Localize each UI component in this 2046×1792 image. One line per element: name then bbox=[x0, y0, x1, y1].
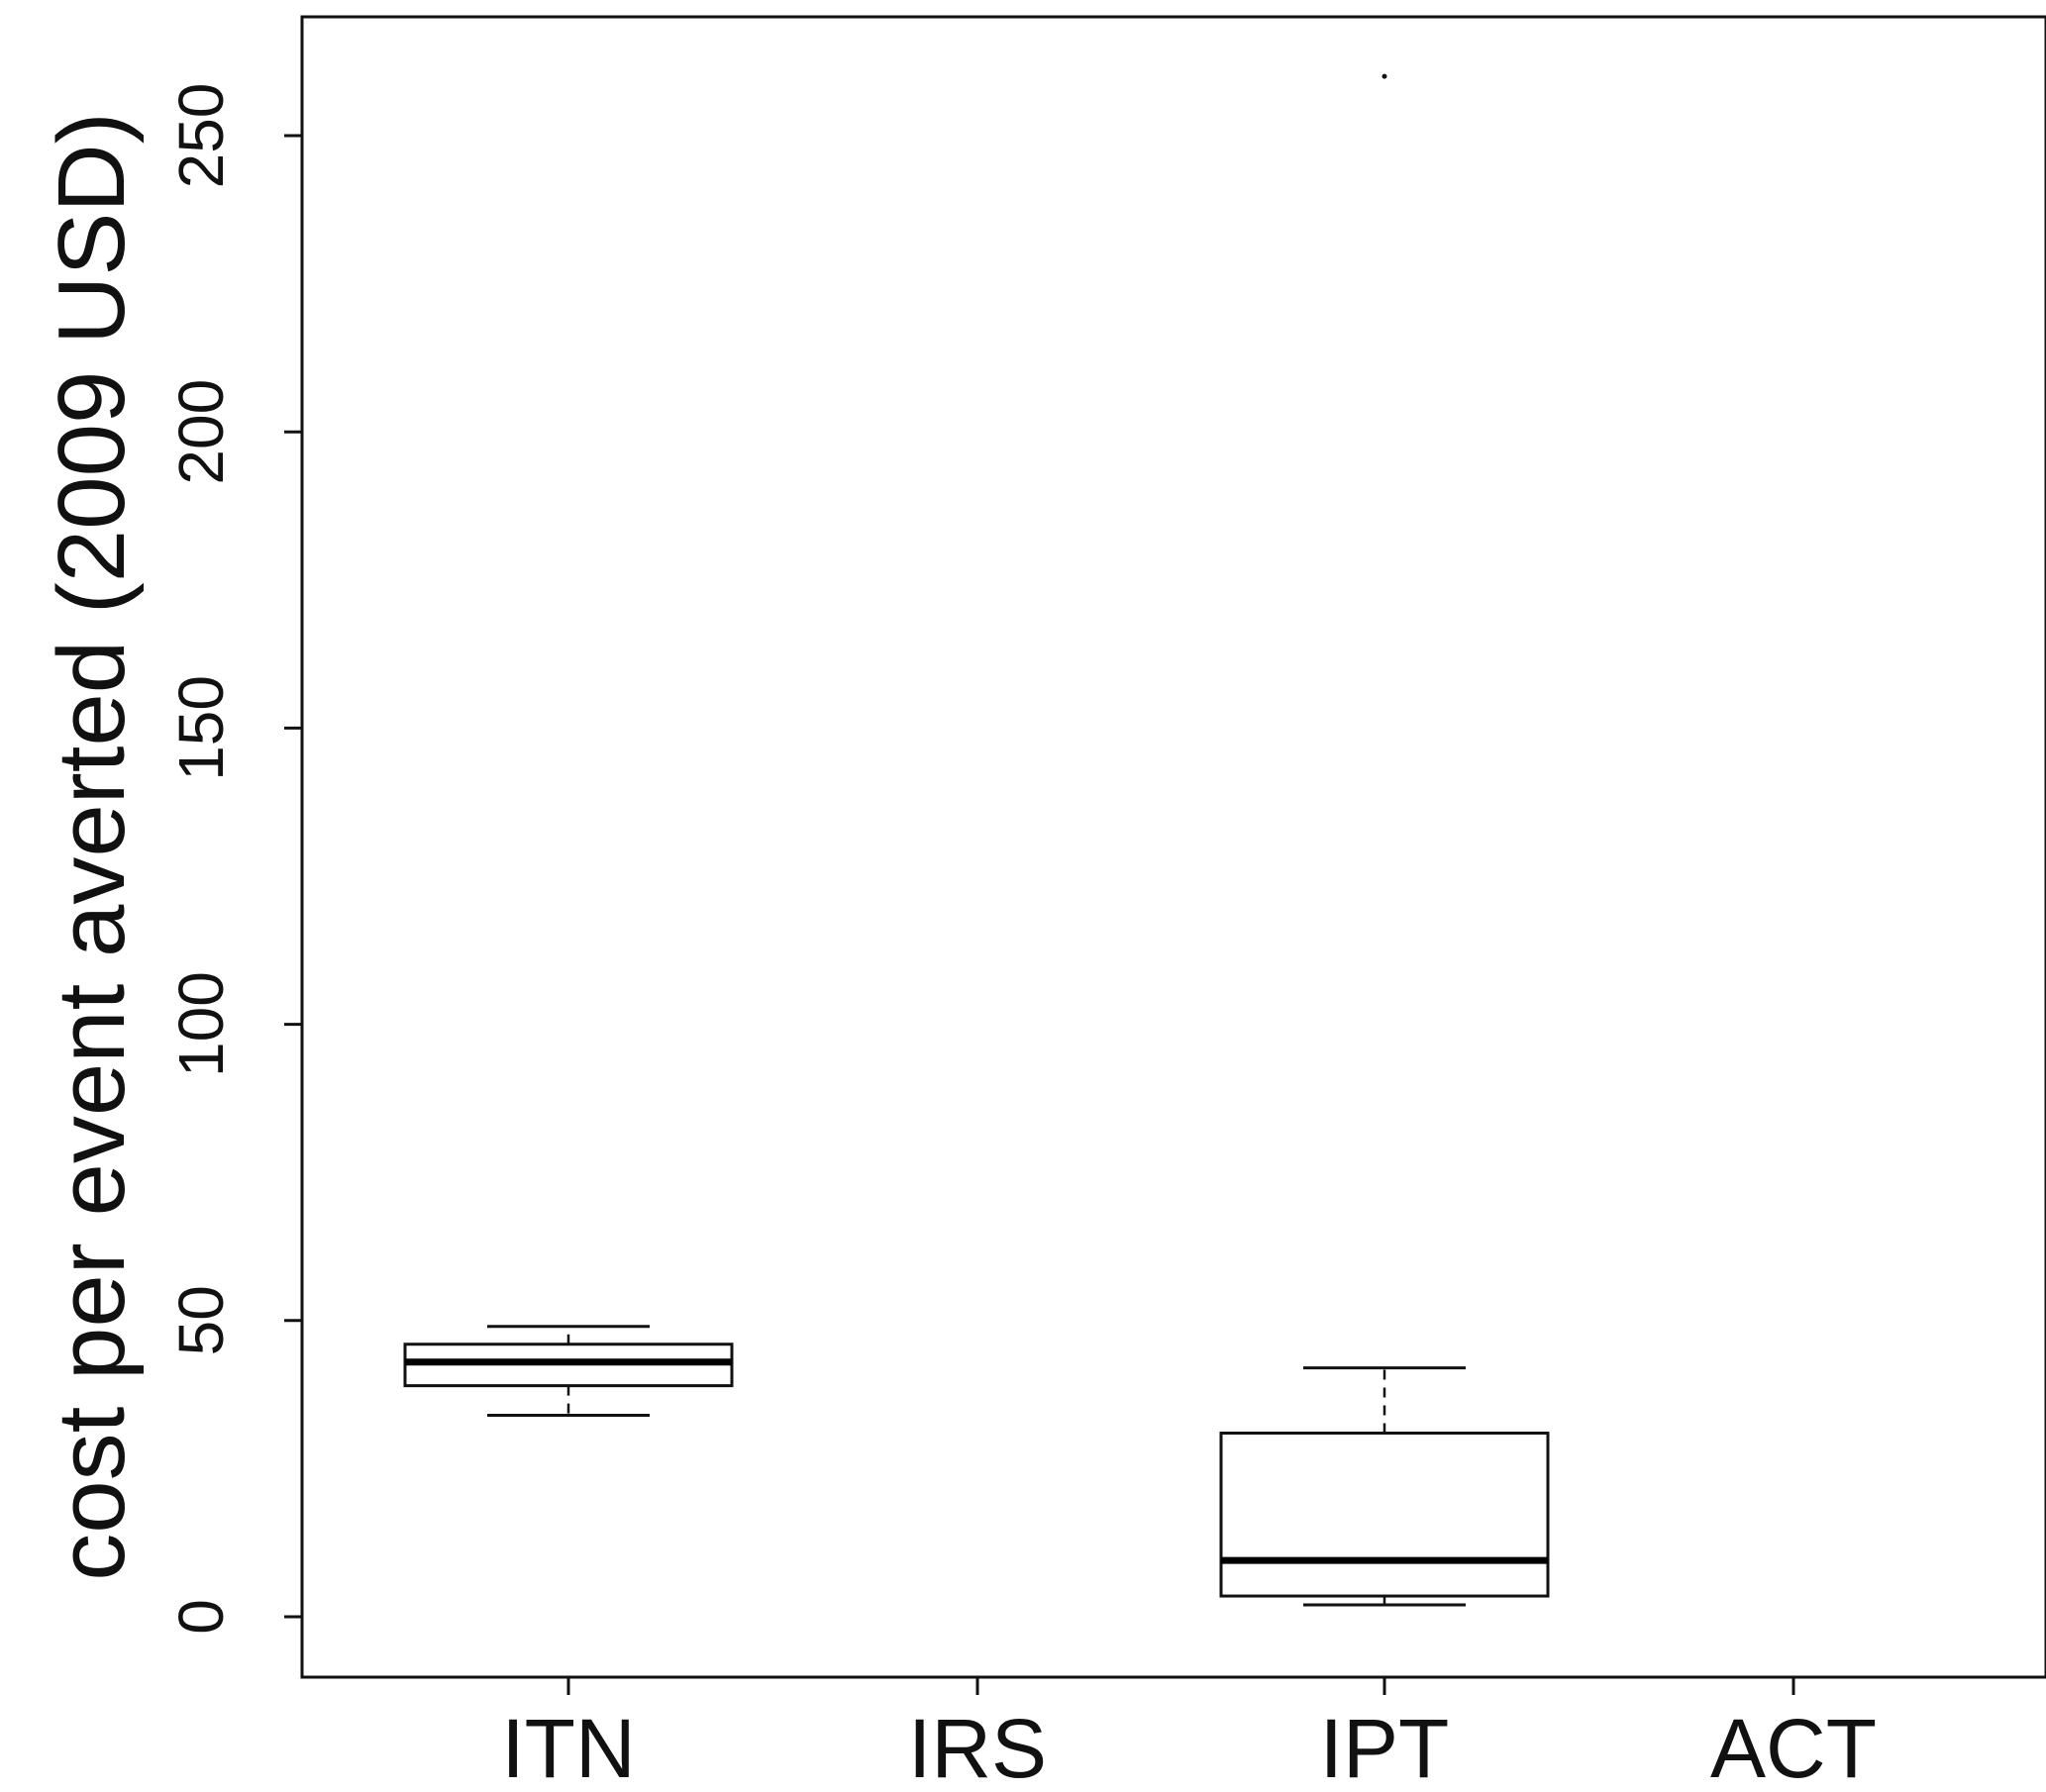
box-itn bbox=[403, 1325, 734, 1418]
x-tick-label: IPT bbox=[1320, 1702, 1450, 1792]
y-tick-label: 0 bbox=[165, 1599, 237, 1635]
y-axis: 0 50 100 150 200 250 bbox=[165, 83, 302, 1635]
y-tick-label: 200 bbox=[165, 379, 237, 485]
y-tick-label: 150 bbox=[165, 675, 237, 781]
y-tick-label: 100 bbox=[165, 971, 237, 1077]
outlier-point bbox=[1381, 73, 1387, 79]
x-tick-label: ITN bbox=[501, 1702, 635, 1792]
x-tick-label: IRS bbox=[908, 1702, 1047, 1792]
box-ipt bbox=[1219, 73, 1550, 1607]
interquartile-box bbox=[1219, 1431, 1550, 1598]
plot-frame bbox=[300, 15, 2046, 1679]
x-axis: ITN IRS IPT ACT bbox=[501, 1677, 1877, 1792]
y-tick-label: 250 bbox=[165, 83, 237, 189]
y-axis-label: cost per event averted (2009 USD) bbox=[39, 112, 145, 1580]
boxes bbox=[403, 73, 1550, 1607]
x-tick-label: ACT bbox=[1710, 1702, 1877, 1792]
y-tick-label: 50 bbox=[165, 1285, 237, 1355]
